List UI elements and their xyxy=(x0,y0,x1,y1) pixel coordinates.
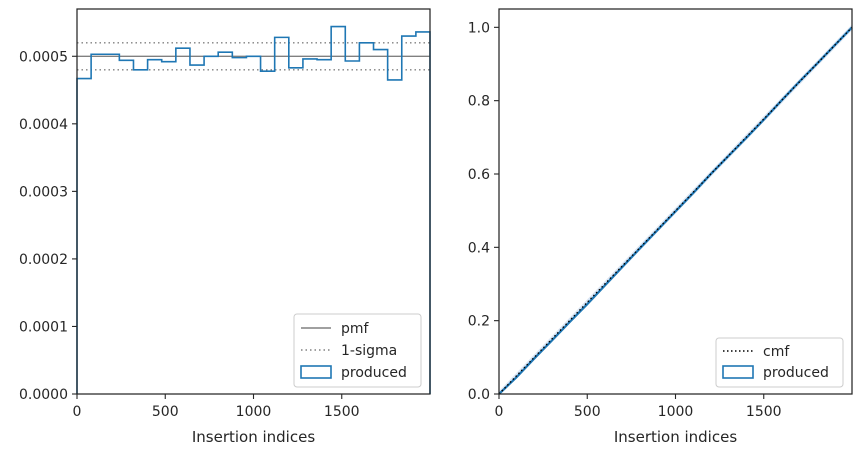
legend-label: produced xyxy=(341,365,407,381)
histogram-y-ticks: 0.0000 0.0001 0.0002 0.0003 0.0004 0.0005 xyxy=(19,49,77,403)
produced-step-outline xyxy=(76,25,431,394)
x-tick-label: 0 xyxy=(73,404,82,420)
legend-label: pmf xyxy=(341,321,370,337)
x-tick-label: 0 xyxy=(495,404,504,420)
y-tick-label: 0.0001 xyxy=(19,319,68,335)
cumulative-plot-area xyxy=(498,8,853,395)
histogram-x-axis-label: Insertion indices xyxy=(192,428,315,446)
histogram-panel: 0 500 1000 1500 0.00000.00010.00020.00030.0… xyxy=(19,8,431,446)
legend-label: produced xyxy=(763,365,829,381)
legend-box xyxy=(715,337,844,388)
cmf-band xyxy=(499,24,852,395)
cumulative-legend: cmf produced xyxy=(715,337,844,388)
y-tick-label: 0.0000 xyxy=(19,387,68,403)
legend-box xyxy=(293,313,422,388)
histogram-legend: pmf 1-sigma produced xyxy=(293,313,422,388)
y-tick-label: 0.4 xyxy=(468,240,490,256)
y-tick-label: 0.0005 xyxy=(19,49,68,65)
y-tick-label: 0.8 xyxy=(468,94,490,110)
legend-label: cmf xyxy=(763,344,790,360)
y-tick-label: 0.0 xyxy=(468,387,490,403)
y-tick-label: 0.6 xyxy=(468,167,490,183)
cumulative-y-ticks: 0.0 0.2 0.4 0.6 0.8 1.0 xyxy=(468,20,499,403)
cumulative-x-axis-label: Insertion indices xyxy=(614,428,737,446)
histogram-x-ticks: 0 500 1000 1500 xyxy=(73,394,360,420)
cumulative-panel: 0 500 1000 1500 0.0 0.2 0.4 0.6 0.8 1.0 Insertio… xyxy=(468,8,853,446)
y-tick-label: 0.0002 xyxy=(19,252,68,268)
x-tick-label: 1500 xyxy=(746,404,782,420)
y-tick-label: 0.2 xyxy=(468,314,490,330)
x-tick-label: 1000 xyxy=(236,404,272,420)
y-tick-label: 0.0003 xyxy=(19,184,68,200)
legend-swatch-produced xyxy=(722,365,754,379)
y-tick-label: 1.0 xyxy=(468,20,490,36)
x-tick-label: 500 xyxy=(574,404,601,420)
y-tick-label: 0.0004 xyxy=(19,117,68,133)
legend-swatch-produced xyxy=(300,365,332,379)
legend-label: 1-sigma xyxy=(341,343,397,359)
x-tick-label: 500 xyxy=(152,404,179,420)
x-tick-label: 1500 xyxy=(324,404,360,420)
cmf-line xyxy=(498,26,853,395)
cumulative-x-ticks: 0 500 1000 1500 xyxy=(495,394,782,420)
x-tick-label: 1000 xyxy=(658,404,694,420)
